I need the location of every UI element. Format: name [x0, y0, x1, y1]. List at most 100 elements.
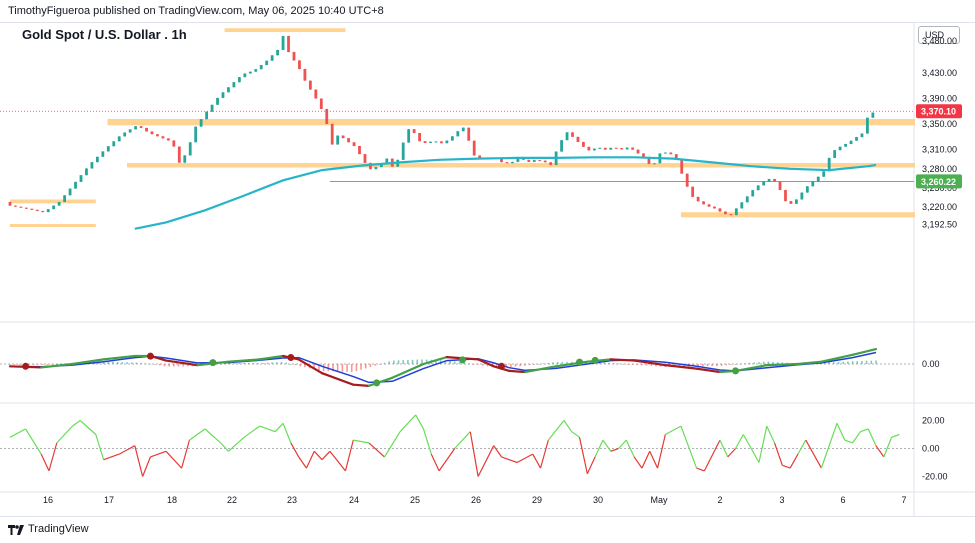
rsi-line [368, 442, 385, 458]
macd-histogram-bar [496, 364, 498, 368]
candle-down [784, 190, 787, 202]
currency-label[interactable]: USD [918, 26, 960, 44]
candle-up [216, 97, 219, 105]
sr-zone [107, 118, 916, 126]
time-tick-label: 3 [779, 495, 784, 505]
candle-down [467, 127, 471, 141]
macd-line [367, 376, 394, 387]
macd-histogram-bar [27, 364, 30, 365]
candle-up [401, 142, 405, 160]
macd-histogram-bar [41, 364, 44, 365]
candle-down [527, 159, 531, 162]
candle-up [232, 82, 236, 88]
macd-histogram-bar [510, 364, 512, 368]
candle-up [855, 137, 858, 141]
candle-down [330, 123, 334, 145]
candle-down [314, 89, 318, 99]
macd-histogram-bar [261, 362, 264, 364]
rsi-line [516, 453, 533, 464]
candle-down [685, 173, 689, 187]
candle-up [592, 148, 596, 151]
macd-histogram-bar [556, 361, 559, 364]
rsi-line [313, 450, 323, 461]
macd-histogram-bar [290, 363, 292, 365]
candle-down [707, 204, 711, 207]
rsi-line [321, 450, 331, 461]
candle-down [139, 126, 143, 128]
rsi-line [696, 467, 705, 472]
brand-name[interactable]: TradingView [28, 523, 89, 535]
candle-up [429, 141, 432, 143]
candle-down [538, 160, 542, 162]
candle-up [85, 168, 88, 176]
macd-histogram-bar [655, 364, 657, 367]
macd-line [586, 358, 612, 363]
candle-up [63, 195, 67, 203]
macd-histogram-bar [767, 361, 770, 364]
candle-down [308, 80, 312, 90]
gold-chart[interactable]: 3,520.003,480.003,430.003,390.003,350.00… [0, 22, 975, 516]
candle-down [418, 133, 421, 142]
candle-up [461, 127, 465, 132]
macd-histogram-bar [304, 364, 306, 368]
macd-histogram-bar [444, 360, 447, 364]
rsi-line [150, 450, 167, 458]
macd-cross-dot [287, 354, 295, 362]
macd-line [523, 365, 558, 374]
rsi-line [563, 420, 573, 433]
macd-histogram-bar [313, 364, 316, 370]
price-tick-label: 3,310.00 [922, 145, 957, 155]
macd-histogram-bar [514, 364, 517, 367]
tradingview-logo-icon [8, 525, 24, 535]
candle-up [844, 144, 847, 147]
candle-down [41, 210, 45, 213]
rsi-line [72, 420, 81, 427]
rsi-line [602, 439, 612, 452]
candle-up [265, 60, 269, 66]
macd-histogram-bar [524, 364, 526, 366]
time-tick-label: 25 [410, 495, 420, 505]
macd-histogram-bar [336, 364, 339, 372]
macd-histogram-bar [135, 362, 138, 364]
candle-down [172, 140, 176, 147]
macd-histogram-bar [257, 363, 259, 364]
price-tag [916, 174, 962, 189]
candle-up [565, 132, 569, 141]
macd-cross-dot [498, 362, 506, 370]
macd-histogram-bar [355, 364, 358, 372]
macd-histogram-bar [617, 363, 620, 365]
macd-histogram-bar [744, 363, 746, 365]
rsi-line [891, 433, 900, 438]
candle-up [374, 167, 378, 170]
price-tick-label: 3,430.00 [922, 68, 957, 78]
macd-line [477, 358, 495, 368]
candle-up [270, 55, 274, 61]
candle-down [156, 134, 159, 137]
macd-histogram-bar [421, 359, 423, 364]
macd-histogram-bar [32, 364, 35, 365]
macd-histogram-bar [720, 364, 723, 366]
chart-title[interactable]: Gold Spot / U.S. Dollar . 1h [22, 27, 187, 42]
macd-histogram-bar [126, 362, 128, 364]
rsi-line [774, 442, 783, 466]
macd-histogram-bar [697, 364, 699, 367]
candle-up [112, 141, 116, 147]
macd-line [508, 369, 527, 374]
rsi-line [25, 428, 42, 455]
time-tick-label: 30 [593, 495, 603, 505]
macd-cross-dot [146, 352, 154, 360]
macd-histogram-bar [388, 361, 390, 364]
price-tag [916, 104, 962, 119]
rsi-line [883, 437, 893, 458]
rsi-line [415, 414, 425, 430]
macd-histogram-bar [842, 361, 845, 364]
candle-down [778, 181, 782, 191]
macd-histogram-bar [739, 363, 742, 365]
candle-up [248, 71, 252, 74]
rsi-line [103, 453, 120, 461]
rsi-line [290, 442, 300, 458]
candle-down [298, 60, 301, 69]
macd-line [851, 347, 878, 356]
candle-down [440, 141, 443, 144]
candle-up [199, 119, 203, 127]
